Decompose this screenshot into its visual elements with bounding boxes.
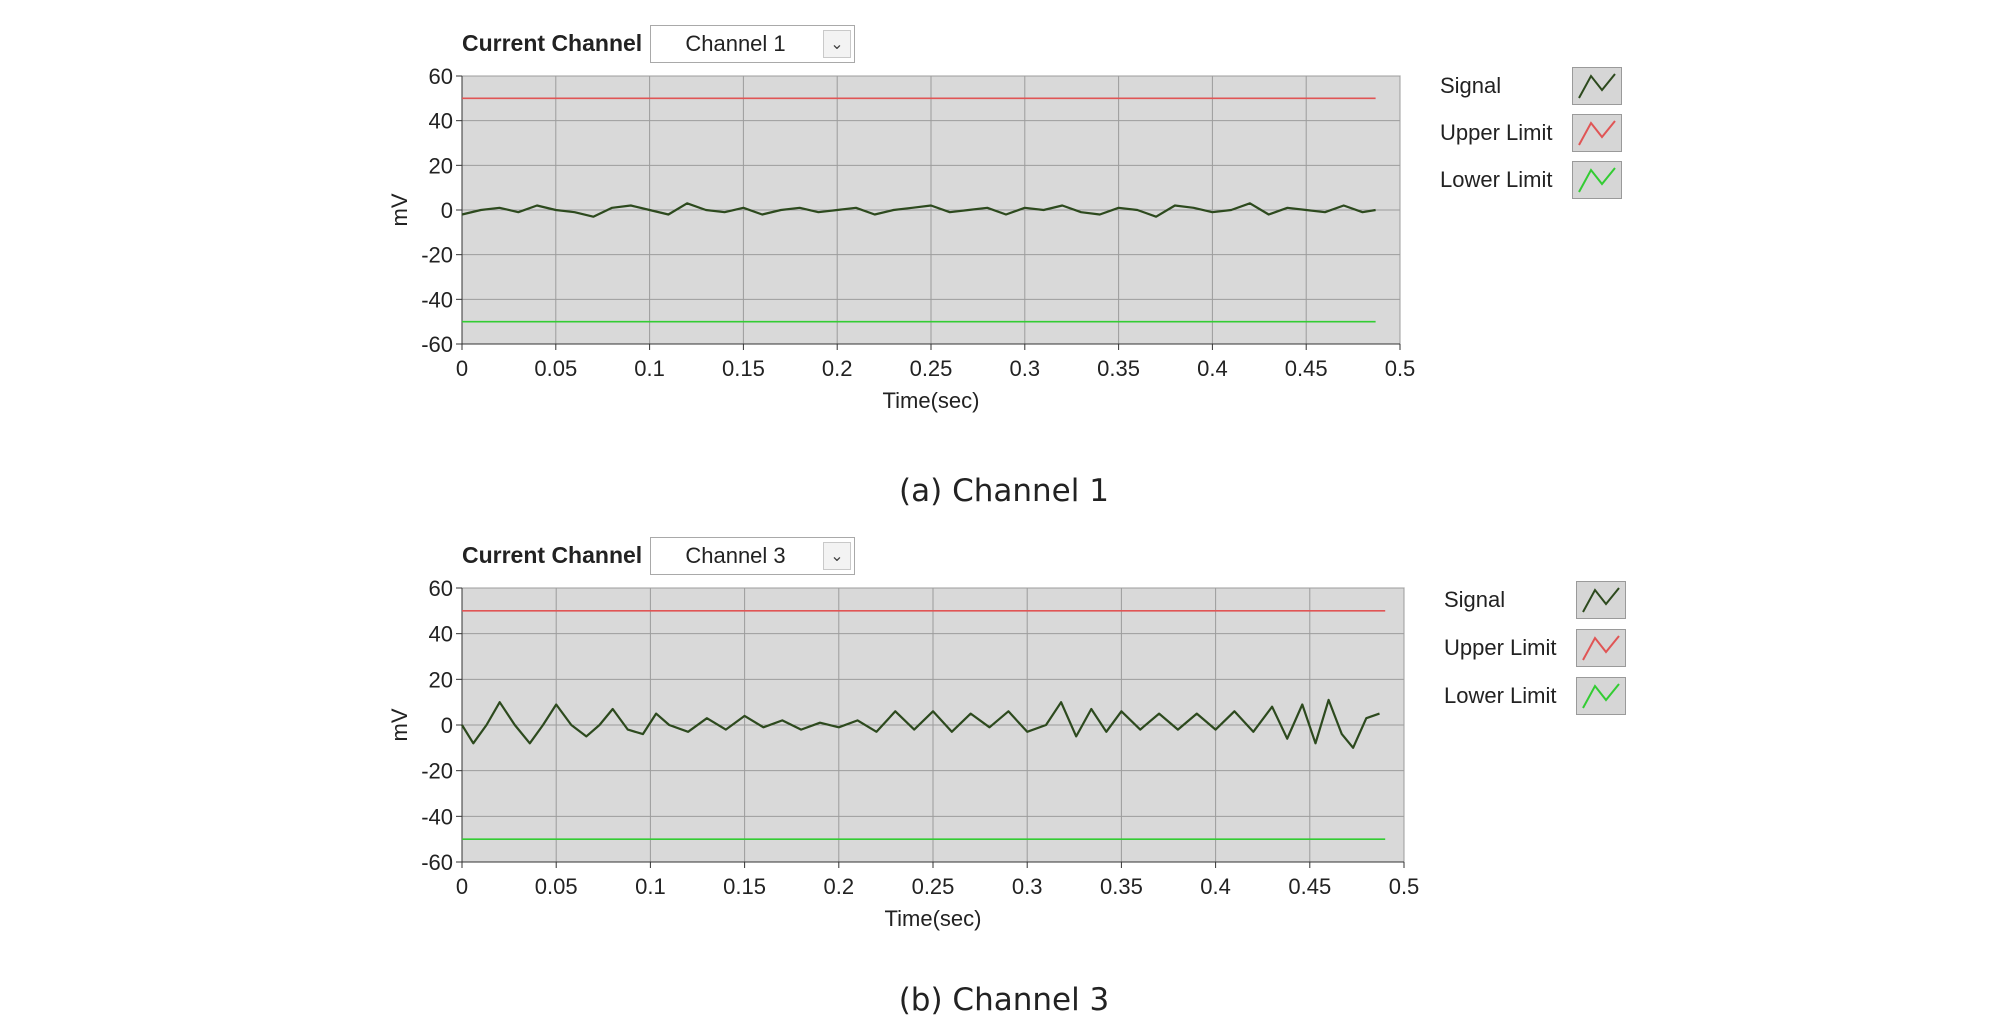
legend-label: Signal [1444,587,1506,612]
x-tick-label: 0.2 [824,874,855,899]
y-axis-label: mV [387,708,412,741]
x-tick-label: 0.05 [534,356,577,381]
x-tick-label: 0.5 [1389,874,1420,899]
x-tick-label: 0.45 [1288,874,1331,899]
y-tick-label: -20 [421,759,453,784]
y-tick-label: -40 [421,287,453,312]
channel-select[interactable]: Channel 3 ⌄ [650,537,855,575]
y-tick-label: 0 [441,198,453,223]
x-tick-label: 0.4 [1200,874,1231,899]
legend-label: Signal [1440,73,1502,98]
x-tick-label: 0.15 [723,874,766,899]
chart-panel-channel-3: Current Channel Channel 3 ⌄ 0 0.05 0.1 0.15… [0,512,2008,1024]
y-tick-label: -20 [421,243,453,268]
signal-line [461,698,1380,749]
x-tick-label: 0.35 [1097,356,1140,381]
legend-item-signal[interactable]: Signal [1440,67,1640,107]
y-tick-label: 20 [429,153,453,178]
legend-label: Upper Limit [1444,635,1557,660]
x-tick-label: 0.05 [535,874,578,899]
lower-limit-swatch-icon[interactable] [1572,161,1622,199]
x-tick-label: 0.4 [1197,356,1228,381]
x-tick-label: 0 [456,356,468,381]
x-tick-label: 0.3 [1010,356,1041,381]
y-tick-label: -60 [421,332,453,357]
x-tick-label: 0.1 [634,356,665,381]
x-tick-label: 0.35 [1100,874,1143,899]
x-tick-label: 0.2 [822,356,853,381]
signal-graph: 0 0.05 0.1 0.15 0.2 0.25 0.3 0.35 0.4 0.45 0.5 60 40… [387,64,1416,413]
channel-select[interactable]: Channel 1 ⌄ [650,25,855,63]
y-tick-label: 40 [429,109,453,134]
y-tick-label: -40 [421,804,453,829]
signal-graph: 0 0.05 0.1 0.15 0.2 0.25 0.3 0.35 0.4 0.45 0.5 60 40… [387,576,1420,931]
x-axis-label: Time(sec) [883,388,980,413]
x-tick-label: 0.15 [722,356,765,381]
y-tick-label: 60 [429,576,453,601]
legend-label: Lower Limit [1444,683,1557,708]
chevron-down-icon[interactable]: ⌄ [823,542,851,570]
legend-item-signal[interactable]: Signal [1444,581,1644,621]
y-tick-label: -60 [421,850,453,875]
legend-item-lower-limit[interactable]: Lower Limit [1444,677,1644,717]
signal-line [461,202,1376,218]
legend-label: Lower Limit [1440,167,1553,192]
x-tick-label: 0.1 [635,874,666,899]
figure-caption: (a) Channel 1 [899,473,1109,509]
upper-limit-swatch-icon[interactable] [1572,114,1622,152]
x-tick-label: 0.45 [1285,356,1328,381]
figure-caption: (b) Channel 3 [898,982,1110,1018]
x-tick-label: 0.25 [912,874,955,899]
signal-swatch-icon[interactable] [1576,581,1626,619]
x-tick-label: 0.25 [910,356,953,381]
y-tick-label: 0 [441,713,453,738]
x-tick-label: 0.3 [1012,874,1043,899]
x-axis-label: Time(sec) [885,906,982,931]
legend-item-lower-limit[interactable]: Lower Limit [1440,161,1640,201]
legend-item-upper-limit[interactable]: Upper Limit [1440,114,1640,154]
signal-swatch-icon[interactable] [1572,67,1622,105]
y-axis-label: mV [387,193,412,226]
upper-limit-swatch-icon[interactable] [1576,629,1626,667]
x-tick-label: 0 [456,874,468,899]
chevron-down-icon[interactable]: ⌄ [823,30,851,58]
lower-limit-swatch-icon[interactable] [1576,677,1626,715]
legend-item-upper-limit[interactable]: Upper Limit [1444,629,1644,669]
current-channel-label: Current Channel [462,542,643,568]
channel-select-value: Channel 1 [685,31,786,56]
current-channel-label: Current Channel [462,30,643,56]
chart-panel-channel-1: Current Channel Channel 1 ⌄ 0 0.05 0.1 0.15… [387,25,1640,509]
y-tick-label: 20 [429,667,453,692]
legend-label: Upper Limit [1440,120,1553,145]
y-tick-label: 40 [429,622,453,647]
y-tick-label: 60 [429,64,453,89]
x-tick-label: 0.5 [1385,356,1416,381]
channel-select-value: Channel 3 [685,543,786,568]
